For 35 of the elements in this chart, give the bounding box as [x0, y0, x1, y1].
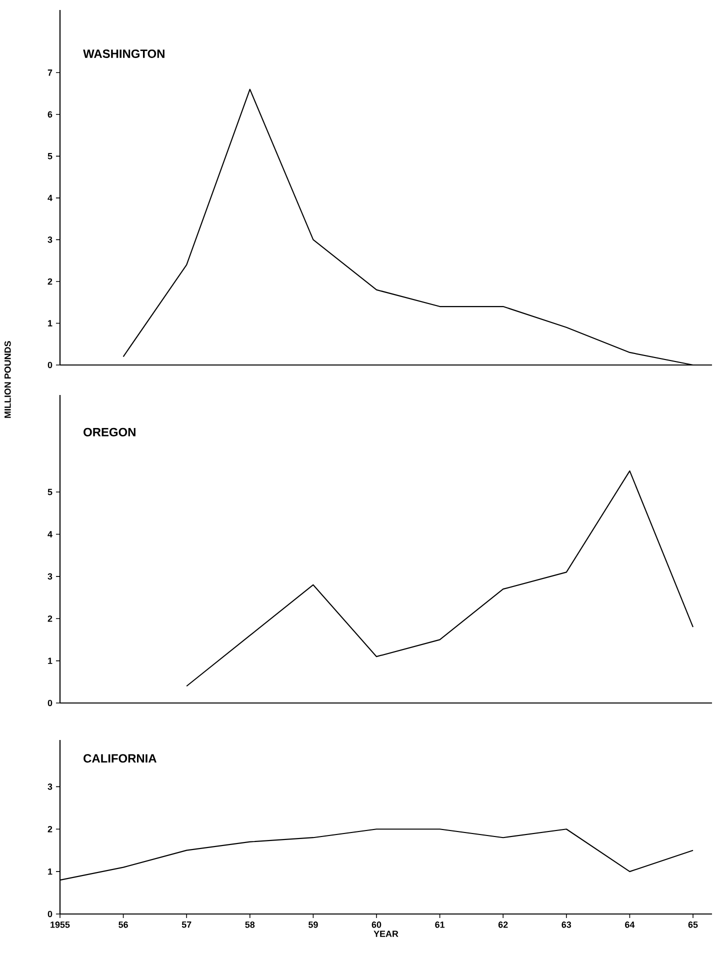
text: CALIFORNIA	[84, 754, 157, 763]
x-axis-title: YEAR	[374, 930, 398, 937]
x-tick-label: 62	[498, 922, 508, 928]
x-tick-label: 56	[118, 922, 128, 928]
x-tick-label: 1955	[50, 922, 70, 928]
y-tick-label: 3	[48, 236, 52, 243]
y-tick-label: 0	[48, 910, 52, 918]
y-tick-label: 4	[48, 194, 53, 202]
y-tick-label: 5	[48, 488, 52, 496]
x-tick-label: 65	[688, 922, 698, 928]
y-tick-label: 2	[48, 278, 52, 285]
line-series	[186, 470, 694, 687]
text: WASHINGTON	[83, 49, 165, 58]
y-tick-label: 6	[48, 111, 52, 118]
x-tick-label: 60	[372, 922, 382, 928]
y-tick-label: 3	[48, 783, 52, 790]
y-tick-label: 1	[48, 658, 52, 664]
y-axis-title: MILLION POUNDS	[4, 341, 12, 418]
y-tick-label: 0	[48, 362, 52, 368]
x-tick-label: 64	[625, 922, 635, 928]
y-tick-label: 1	[48, 320, 52, 326]
x-tick-label: 59	[308, 922, 318, 928]
y-tick-label: 2	[48, 826, 52, 832]
text: OREGON	[84, 428, 136, 436]
x-tick-label: 58	[245, 922, 255, 928]
y-tick-label: 3	[48, 573, 52, 580]
x-tick-label: 63	[562, 922, 572, 928]
y-tick-label: 7	[48, 70, 52, 76]
y-tick-label: 1	[48, 868, 52, 875]
x-tick-label: 61	[435, 922, 445, 928]
y-tick-label: 2	[48, 615, 52, 622]
y-tick-label: 5	[48, 153, 52, 160]
x-tick-label: 57	[182, 922, 192, 928]
y-tick-label: 4	[48, 531, 53, 538]
y-tick-label: 0	[48, 700, 52, 706]
